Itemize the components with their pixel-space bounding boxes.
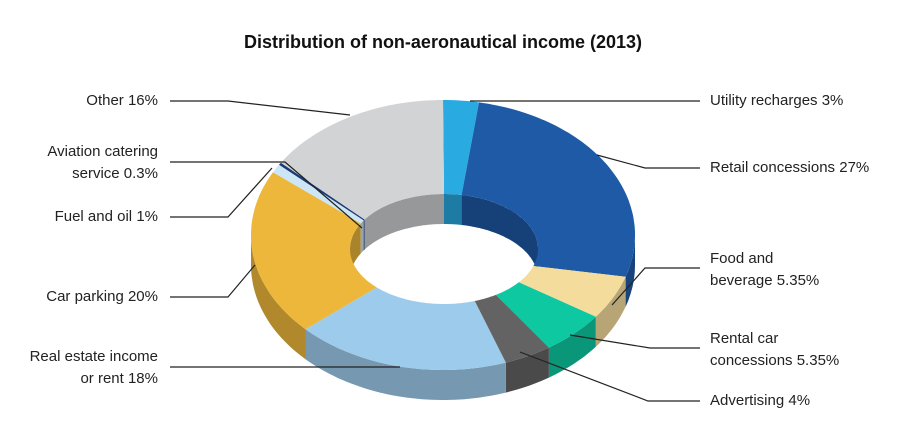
- category-name: Retail concessions: [710, 159, 836, 176]
- slice: [279, 162, 365, 221]
- leader-line: [611, 267, 700, 306]
- value-label: 5.35%: [796, 352, 840, 369]
- slice: [305, 287, 506, 370]
- slice-inner-side: [363, 219, 365, 251]
- slice: [461, 102, 635, 277]
- leader-line: [170, 167, 273, 218]
- slice-label: Retail concessions 27%: [710, 157, 908, 179]
- slice: [443, 100, 479, 195]
- slice-label: Food and beverage 5.35%: [710, 248, 828, 292]
- slice-label: Other 16%: [0, 90, 158, 112]
- slice-label: Real estate income or rent 18%: [18, 346, 158, 390]
- slice-label: Fuel and oil 1%: [0, 206, 158, 228]
- leader-line: [596, 154, 700, 169]
- slice-inner-side: [461, 195, 538, 279]
- value-label: 18%: [127, 370, 158, 387]
- leader-line: [170, 161, 363, 229]
- value-label: 0.3%: [123, 165, 158, 182]
- value-label: 16%: [127, 92, 158, 109]
- slice: [251, 172, 377, 330]
- category-name: Advertising: [710, 392, 785, 409]
- slice-label: Advertising 4%: [710, 390, 900, 412]
- slice: [518, 266, 626, 317]
- slice: [495, 282, 596, 348]
- category-name: Car parking: [46, 288, 124, 305]
- slice-inner-side: [364, 194, 444, 250]
- category-name: Aviation catering service: [47, 143, 158, 182]
- slice-label: Rental car concessions 5.35%: [710, 328, 845, 372]
- slice-inner-side: [360, 220, 364, 254]
- slice: [474, 294, 549, 363]
- category-name: Utility recharges: [710, 92, 818, 109]
- slice-side: [595, 276, 626, 347]
- chart-title: Distribution of non-aeronautical income …: [243, 32, 643, 52]
- slice-inner-side: [444, 194, 462, 225]
- slice-side: [548, 316, 596, 378]
- slice: [273, 164, 364, 224]
- leader-line: [170, 100, 351, 116]
- value-label: 4%: [788, 392, 811, 409]
- value-label: 27%: [839, 159, 870, 176]
- slice: [280, 100, 444, 220]
- slice-side: [625, 235, 635, 307]
- slice-side: [251, 235, 306, 360]
- slice-label: Utility recharges 3%: [710, 90, 900, 112]
- category-name: Rental car concessions: [710, 330, 793, 369]
- category-name: Real estate income or rent: [29, 348, 158, 387]
- slice-label: Car parking 20%: [0, 286, 158, 308]
- leader-line: [569, 334, 700, 349]
- leader-line: [170, 264, 256, 298]
- value-label: 5.35%: [776, 272, 820, 289]
- slice-label: Aviation catering service 0.3%: [28, 141, 158, 185]
- category-name: Other: [86, 92, 124, 109]
- category-name: Food and beverage: [710, 250, 774, 289]
- slice-side: [305, 329, 506, 400]
- value-label: 1%: [136, 208, 158, 225]
- category-name: Fuel and oil: [54, 208, 133, 225]
- value-label: 3%: [821, 92, 844, 109]
- value-label: 20%: [127, 288, 158, 305]
- leader-line: [519, 351, 700, 402]
